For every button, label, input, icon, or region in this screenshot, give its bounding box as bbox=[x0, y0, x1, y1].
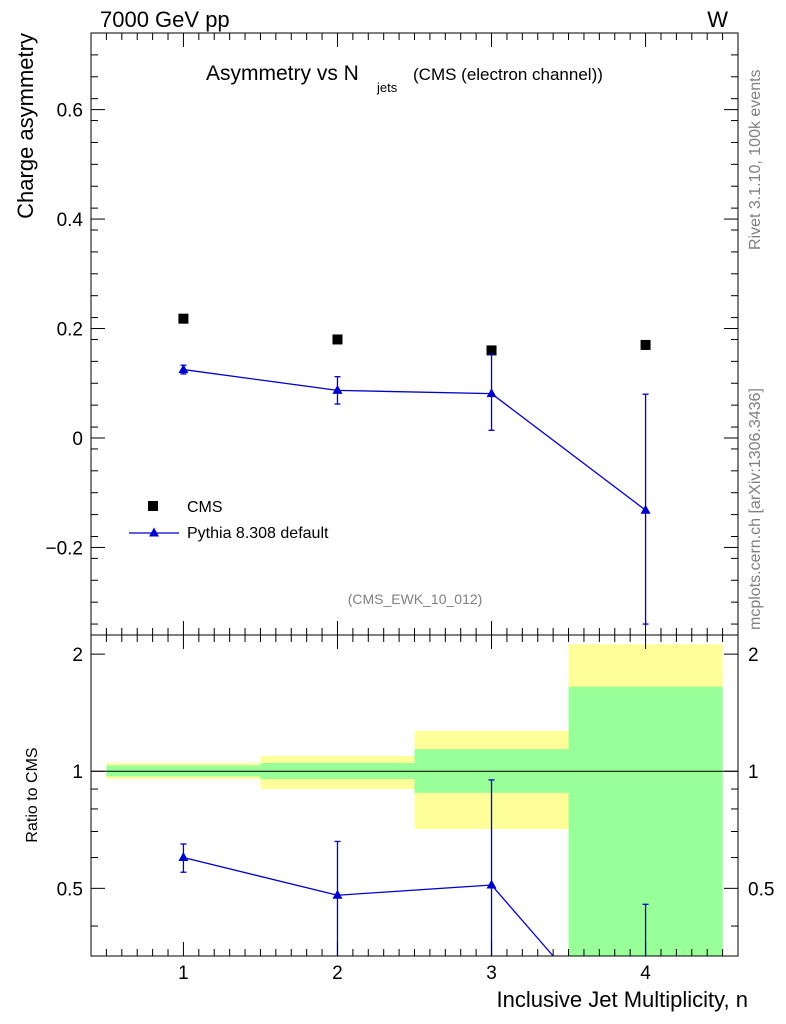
cms-data-point bbox=[486, 345, 497, 356]
ratio-data-point bbox=[486, 879, 497, 889]
chart-title-suffix: (CMS (electron channel)) bbox=[413, 65, 603, 84]
ratio-ylabel: Ratio to CMS bbox=[24, 747, 41, 842]
pythia-data-point bbox=[178, 364, 189, 374]
chart-title-sub: jets bbox=[376, 80, 398, 95]
ratio-ytick-label: 1 bbox=[72, 762, 83, 783]
main-ytick-label: 0.6 bbox=[57, 101, 83, 122]
ratio-panel: Ratio to CMS Inclusive Jet Multiplicity,… bbox=[24, 634, 774, 1012]
analysis-watermark: (CMS_EWK_10_012) bbox=[348, 591, 483, 607]
ratio-ytick-label-right: 0.5 bbox=[748, 879, 774, 900]
ratio-data-point bbox=[332, 889, 343, 899]
pythia-data-point bbox=[640, 504, 651, 514]
cms-data-point bbox=[178, 313, 189, 324]
ratio-xtick-label: 3 bbox=[486, 963, 497, 984]
header-left: 7000 GeV pp bbox=[100, 7, 230, 32]
legend-marker-cms bbox=[148, 501, 158, 511]
ratio-ytick-label: 2 bbox=[72, 645, 83, 666]
main-ytick-label: 0.2 bbox=[57, 320, 83, 341]
ratio-xtick-label: 1 bbox=[178, 963, 189, 984]
ratio-xtick-label: 4 bbox=[640, 963, 651, 984]
chart-title-main: Asymmetry vs N bbox=[206, 62, 359, 85]
ratio-xtick-label: 2 bbox=[332, 963, 343, 984]
chart-title: Asymmetry vs N jets (CMS (electron chann… bbox=[206, 62, 603, 95]
ratio-ytick-label: 0.5 bbox=[57, 879, 83, 900]
side-label-mcplots: mcplots.cern.ch [arXiv:1306.3436] bbox=[747, 388, 764, 630]
pythia-series-line bbox=[183, 368, 646, 511]
main-panel: Charge asymmetry Asymmetry vs N jets (CM… bbox=[13, 32, 739, 636]
ratio-series-line bbox=[183, 856, 554, 957]
ratio-data-point bbox=[178, 852, 189, 862]
ratio-ytick-label-right: 1 bbox=[748, 762, 759, 783]
legend-label-cms: CMS bbox=[187, 499, 223, 516]
cms-data-point bbox=[640, 339, 651, 350]
pythia-data-point bbox=[486, 388, 497, 398]
header-right: W bbox=[707, 7, 728, 32]
legend-marker-pythia bbox=[149, 527, 159, 537]
ratio-ytick-label-right: 2 bbox=[748, 645, 759, 666]
legend-label-pythia: Pythia 8.308 default bbox=[187, 525, 329, 542]
cms-data-point bbox=[332, 334, 343, 345]
side-label-rivet: Rivet 3.1.10, 100k events bbox=[747, 69, 764, 250]
main-ytick-label: 0.4 bbox=[57, 210, 84, 231]
main-ylabel: Charge asymmetry bbox=[13, 33, 38, 219]
ratio-xlabel: Inclusive Jet Multiplicity, n bbox=[497, 987, 748, 1012]
pythia-data-point bbox=[332, 384, 343, 394]
main-ytick-label: −0.2 bbox=[45, 538, 83, 559]
main-ytick-label: 0 bbox=[72, 429, 83, 450]
legend: CMS Pythia 8.308 default bbox=[129, 499, 329, 542]
main-panel-frame bbox=[90, 32, 739, 636]
